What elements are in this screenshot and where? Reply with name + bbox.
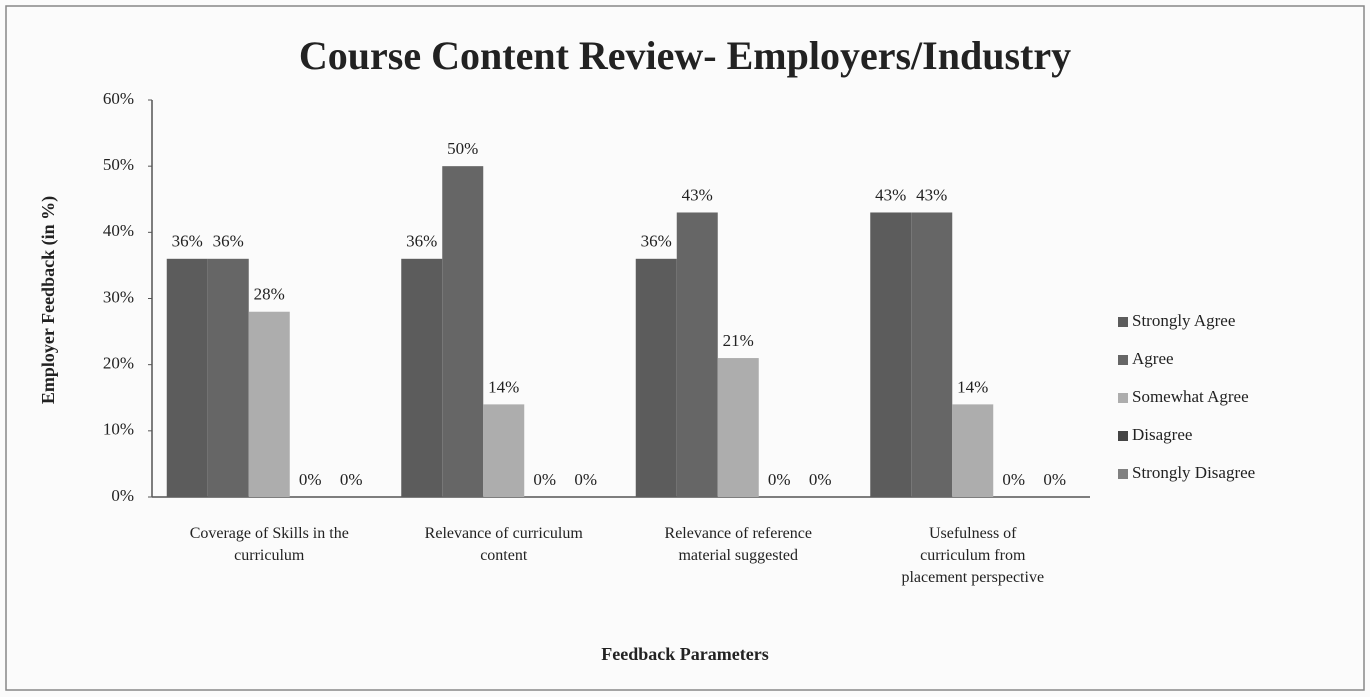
value-label: 36% [641,232,672,251]
value-label: 0% [1002,470,1025,489]
legend-swatch [1118,355,1128,365]
legend-swatch [1118,469,1128,479]
value-label: 43% [875,185,906,204]
bar [483,404,525,497]
value-label: 0% [1043,470,1066,489]
x-tick-label: Coverage of Skills in the curriculum [189,525,349,564]
legend-label: Strongly Agree [1132,311,1235,330]
value-label: 28% [254,285,285,304]
y-axis-title: Employer Feedback (in %) [38,196,59,404]
bar [717,358,759,497]
bar [207,258,249,497]
value-label: 21% [723,331,754,350]
bar [676,212,718,497]
value-label: 0% [768,470,791,489]
y-tick-label: 50% [103,155,134,174]
legend-label: Somewhat Agree [1132,387,1249,406]
bar [401,258,443,497]
value-label: 50% [447,139,478,158]
y-tick-label: 20% [103,354,134,373]
value-label: 14% [957,377,988,396]
value-label: 0% [533,470,556,489]
value-label: 0% [340,470,363,489]
bar [911,212,953,497]
x-tick-label: Relevance of curriculum content [424,525,583,564]
y-tick-label: 40% [103,221,134,240]
value-label: 43% [916,185,947,204]
value-label: 14% [488,377,519,396]
legend-swatch [1118,317,1128,327]
legend-swatch [1118,393,1128,403]
value-label: 0% [299,470,322,489]
bar [635,258,677,497]
chart-title: Course Content Review- Employers/Industr… [299,33,1071,78]
legend-label: Agree [1132,349,1174,368]
value-label: 0% [574,470,597,489]
x-tick-label: Usefulness of curriculum from placement … [901,525,1045,586]
frame [5,5,1365,691]
value-label: 36% [406,232,437,251]
bar [166,258,208,497]
y-tick-label: 30% [103,287,134,306]
value-label: 0% [809,470,832,489]
x-axis-title: Feedback Parameters [601,644,768,664]
x-tick-label: Relevance of reference material suggeste… [664,525,812,564]
y-tick-label: 10% [103,420,134,439]
value-label: 36% [172,232,203,251]
bar [952,404,994,497]
bar [442,166,484,497]
bar [870,212,912,497]
legend-swatch [1118,431,1128,441]
legend-label: Strongly Disagree [1132,463,1255,482]
legend-label: Disagree [1132,425,1192,444]
value-label: 43% [682,185,713,204]
y-tick-label: 60% [103,89,134,108]
value-label: 36% [213,232,244,251]
y-tick-label: 0% [111,486,134,505]
bar [248,311,290,497]
